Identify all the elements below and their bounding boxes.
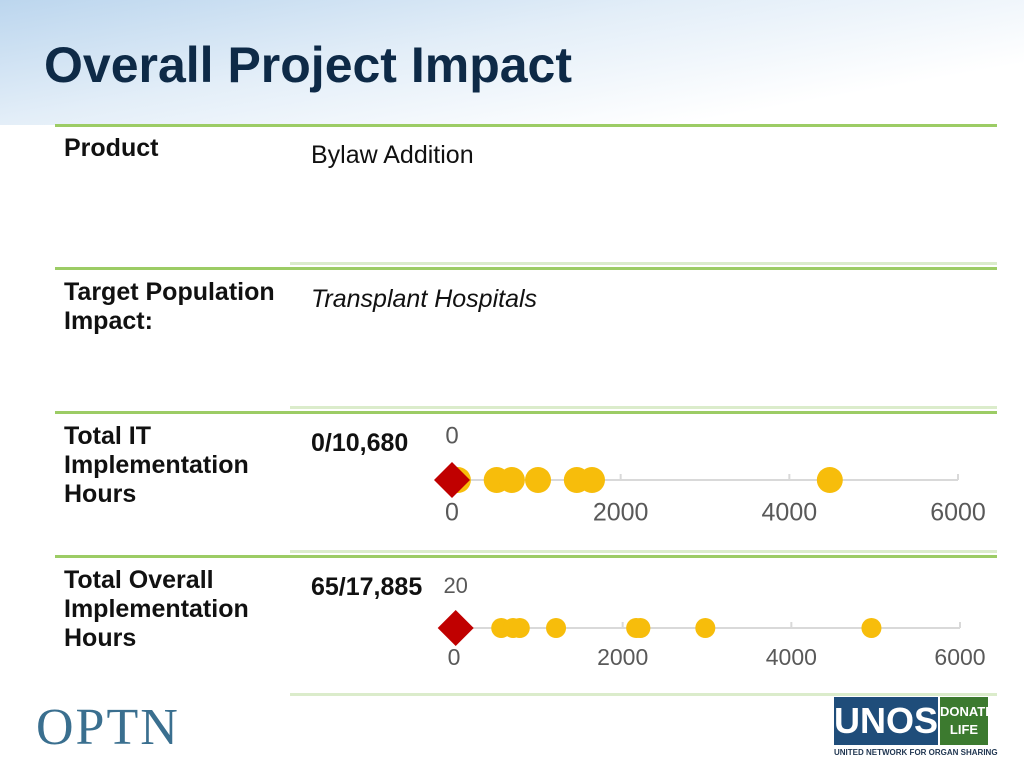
dot	[525, 467, 552, 493]
row-rule-faint	[290, 550, 997, 553]
row-rule-faint	[290, 406, 997, 409]
x-tick-label: 2000	[597, 644, 648, 670]
dot	[816, 467, 843, 493]
unos-caption: UNITED NETWORK FOR ORGAN SHARING	[834, 748, 998, 757]
row-rule-faint	[290, 262, 997, 265]
row-rule	[55, 124, 997, 127]
row-rule-faint	[290, 693, 997, 696]
row-value: Transplant Hospitals	[311, 285, 538, 313]
x-tick-label: 6000	[934, 644, 985, 670]
row-rule	[55, 411, 997, 414]
row-value: 65/17,885	[311, 573, 423, 601]
x-tick-label: 4000	[762, 499, 818, 527]
dot	[546, 618, 567, 638]
dot	[498, 467, 525, 493]
x-tick-label: 4000	[766, 644, 817, 670]
optn-logo: OPTN	[36, 699, 180, 756]
row-rule	[55, 555, 997, 558]
dot	[578, 467, 605, 493]
donate-life-badge: DONATE LIFE	[940, 697, 994, 745]
row-value: Bylaw Addition	[311, 141, 474, 169]
dot	[695, 618, 716, 638]
unos-logo: UNOS	[834, 697, 938, 745]
x-tick-label: 2000	[593, 499, 649, 527]
row-label: Total Overall Implementation Hours	[64, 566, 249, 652]
header-band	[0, 0, 1024, 125]
highlight-diamond	[434, 462, 470, 498]
dot	[861, 618, 882, 638]
slide-title: Overall Project Impact	[44, 37, 573, 93]
dot	[509, 618, 530, 638]
row-label: Product	[64, 134, 159, 162]
highlight-label: 0	[445, 422, 458, 449]
row-rule	[55, 267, 997, 270]
row-label: Target Population Impact:	[64, 278, 275, 335]
highlight-label: 20	[443, 573, 467, 598]
x-tick-label: 0	[448, 644, 461, 670]
x-tick-label: 6000	[930, 499, 986, 527]
highlight-diamond	[437, 610, 474, 646]
row-value: 0/10,680	[311, 429, 409, 457]
x-tick-label: 0	[445, 499, 459, 527]
dot	[630, 618, 651, 638]
row-label: Total IT Implementation Hours	[64, 422, 249, 508]
